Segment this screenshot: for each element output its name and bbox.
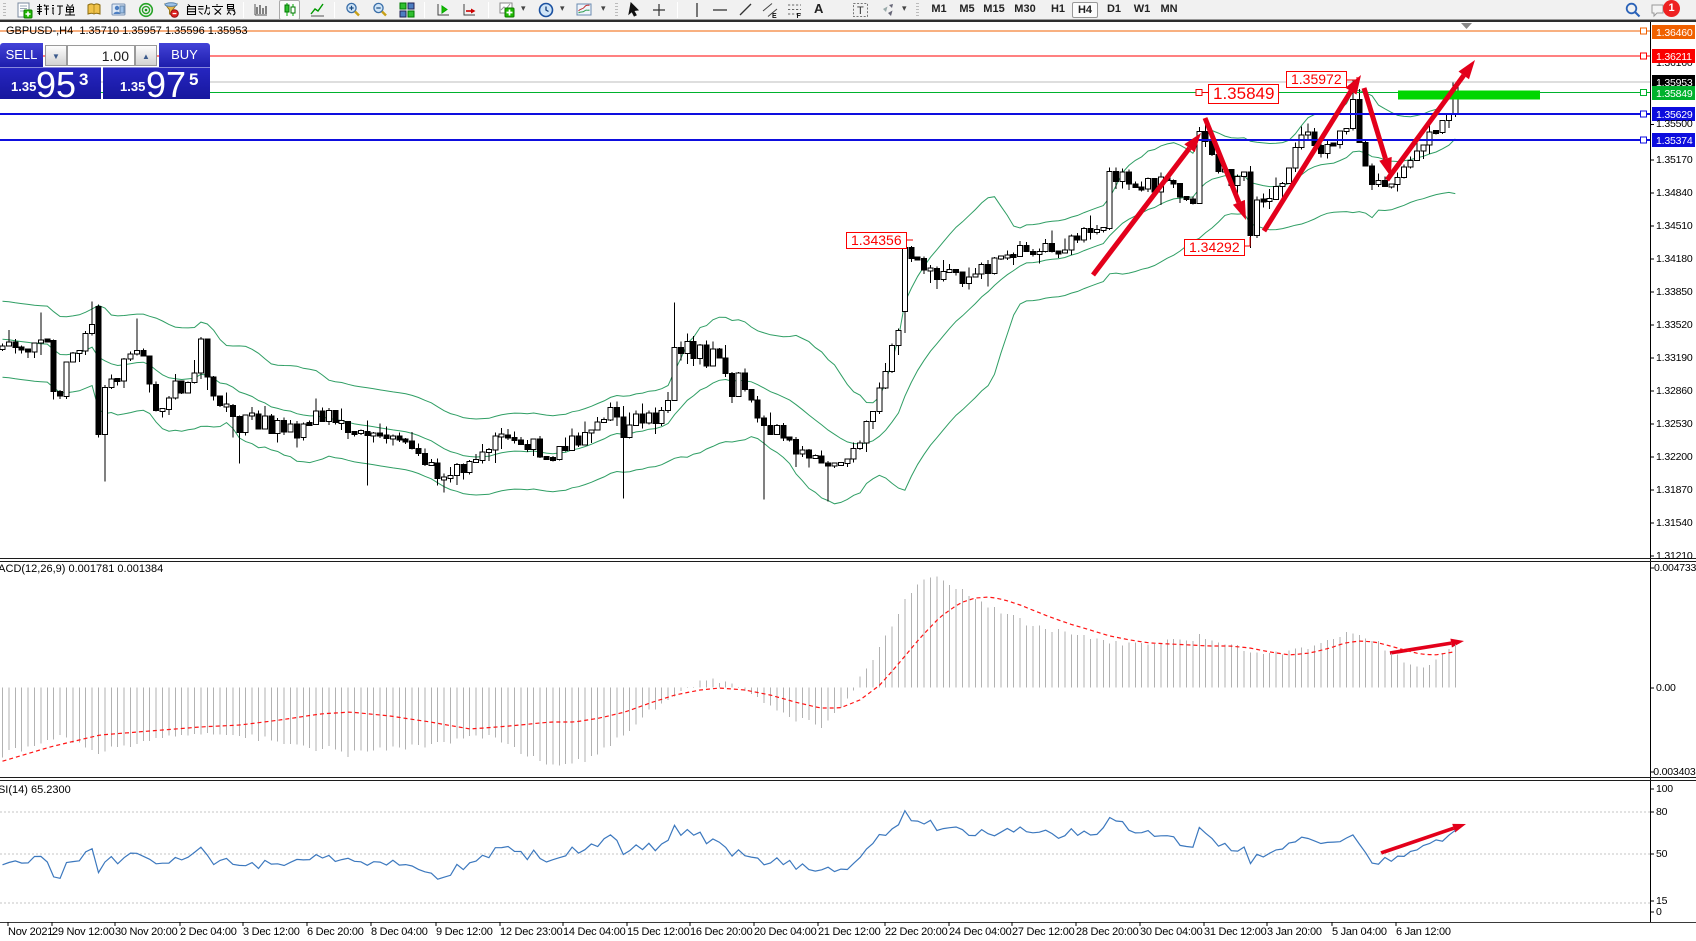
svg-text:F: F: [797, 13, 802, 19]
svg-text:E: E: [772, 13, 777, 19]
svg-text:T: T: [857, 5, 864, 17]
